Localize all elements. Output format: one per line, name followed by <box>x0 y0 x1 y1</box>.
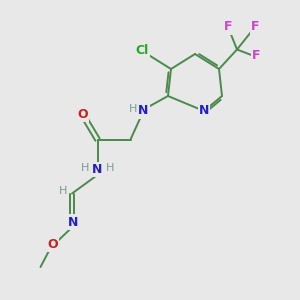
Text: Cl: Cl <box>136 44 149 57</box>
Text: N: N <box>92 163 103 176</box>
Text: F: F <box>252 49 261 62</box>
Text: N: N <box>199 104 209 118</box>
Text: O: O <box>77 107 88 121</box>
Text: N: N <box>68 215 79 229</box>
Text: N: N <box>138 104 148 118</box>
Text: H: H <box>106 163 114 173</box>
Text: H: H <box>128 104 137 115</box>
Text: H: H <box>59 185 67 196</box>
Text: O: O <box>47 238 58 251</box>
Text: F: F <box>251 20 259 34</box>
Text: F: F <box>224 20 232 34</box>
Text: H: H <box>81 163 89 173</box>
